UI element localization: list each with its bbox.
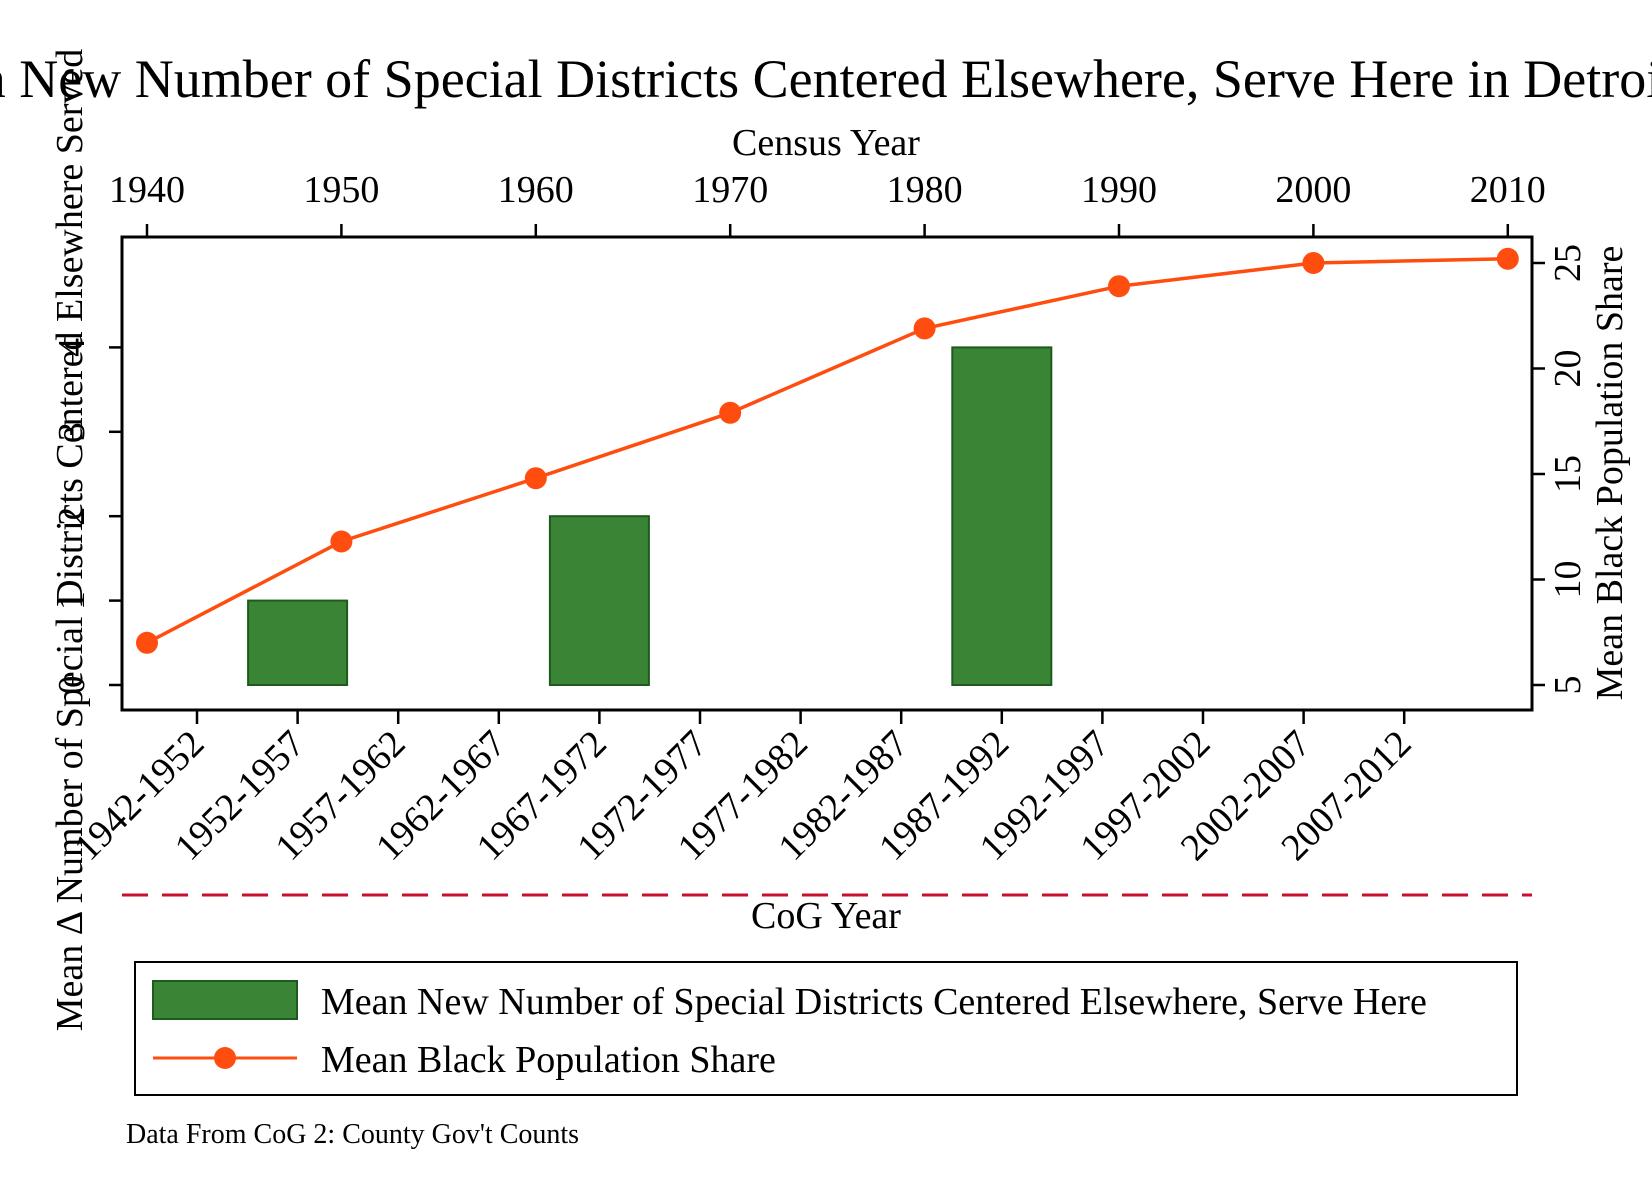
legend-bar-label: Mean New Number of Special Districts Cen…: [321, 981, 1427, 1023]
line-series: [136, 247, 1519, 654]
top-x-axis-title: Census Year: [732, 122, 920, 164]
black-share-point-1950: [330, 530, 353, 553]
left-y-axis-title: Mean Δ Number of Special Districts Cente…: [49, 49, 91, 1032]
black-share-point-1980: [913, 317, 936, 340]
top-x-tick-label: 1960: [498, 169, 574, 211]
top-x-tick-label: 1990: [1081, 169, 1157, 211]
black-share-point-1970: [719, 401, 742, 424]
bar-series: [247, 346, 1053, 687]
right-y-tick-label: 10: [1547, 561, 1589, 599]
source-note: Data From CoG 2: County Gov't Counts: [126, 1119, 579, 1150]
right-y-axis-title: Mean Black Population Share: [1589, 246, 1631, 701]
right-y-tick-label: 5: [1547, 676, 1589, 695]
black-share-point-1940: [136, 631, 158, 654]
right-y-tick-label: 20: [1547, 350, 1589, 388]
right-y-tick-label: 25: [1547, 244, 1589, 282]
bar-1952-1957: [247, 599, 349, 686]
left-y-tick-label: 0: [51, 676, 93, 695]
top-x-tick-label: 1940: [109, 169, 185, 211]
plot-area-frame: [120, 235, 1534, 712]
legend: Mean New Number of Special Districts Cen…: [134, 961, 1518, 1096]
bottom-x-axis: 1942-19521952-19571957-19621962-19671967…: [66, 710, 1420, 869]
top-x-tick-label: 1980: [887, 169, 963, 211]
left-y-tick-label: 3: [51, 422, 93, 441]
top-x-tick-label: 2010: [1470, 169, 1546, 211]
left-y-tick-label: 2: [51, 507, 93, 526]
bottom-x-axis-title: CoG Year: [751, 895, 901, 937]
left-y-tick-label: 4: [51, 338, 93, 357]
left-y-tick-label: 1: [51, 591, 93, 610]
left-y-axis: 0 1 2 3 4: [51, 338, 122, 695]
black-share-point-1990: [1108, 275, 1130, 298]
black-share-point-2010: [1496, 247, 1519, 270]
right-y-axis: 5 10 15 20 25: [1532, 244, 1589, 695]
bar-1967-1972: [548, 515, 650, 687]
top-x-axis: 1940 1950 1960 1970 1980 1990 2000 2010: [109, 169, 1546, 237]
legend-line-marker: [214, 1047, 236, 1069]
right-y-tick-label: 15: [1547, 455, 1589, 493]
black-share-point-2000: [1302, 252, 1325, 274]
chart-title: Mean New Number of Special Districts Cen…: [0, 49, 1652, 109]
legend-bar-swatch: [152, 980, 298, 1020]
black-share-line: [146, 257, 1508, 645]
top-x-tick-label: 1970: [692, 169, 768, 211]
top-x-tick-label: 1950: [303, 169, 379, 211]
black-share-point-1960: [524, 467, 547, 490]
legend-line-label: Mean Black Population Share: [321, 1039, 776, 1081]
legend-box: [134, 961, 1518, 1096]
top-x-tick-label: 2000: [1275, 169, 1351, 211]
bar-1987-1992: [951, 346, 1053, 686]
